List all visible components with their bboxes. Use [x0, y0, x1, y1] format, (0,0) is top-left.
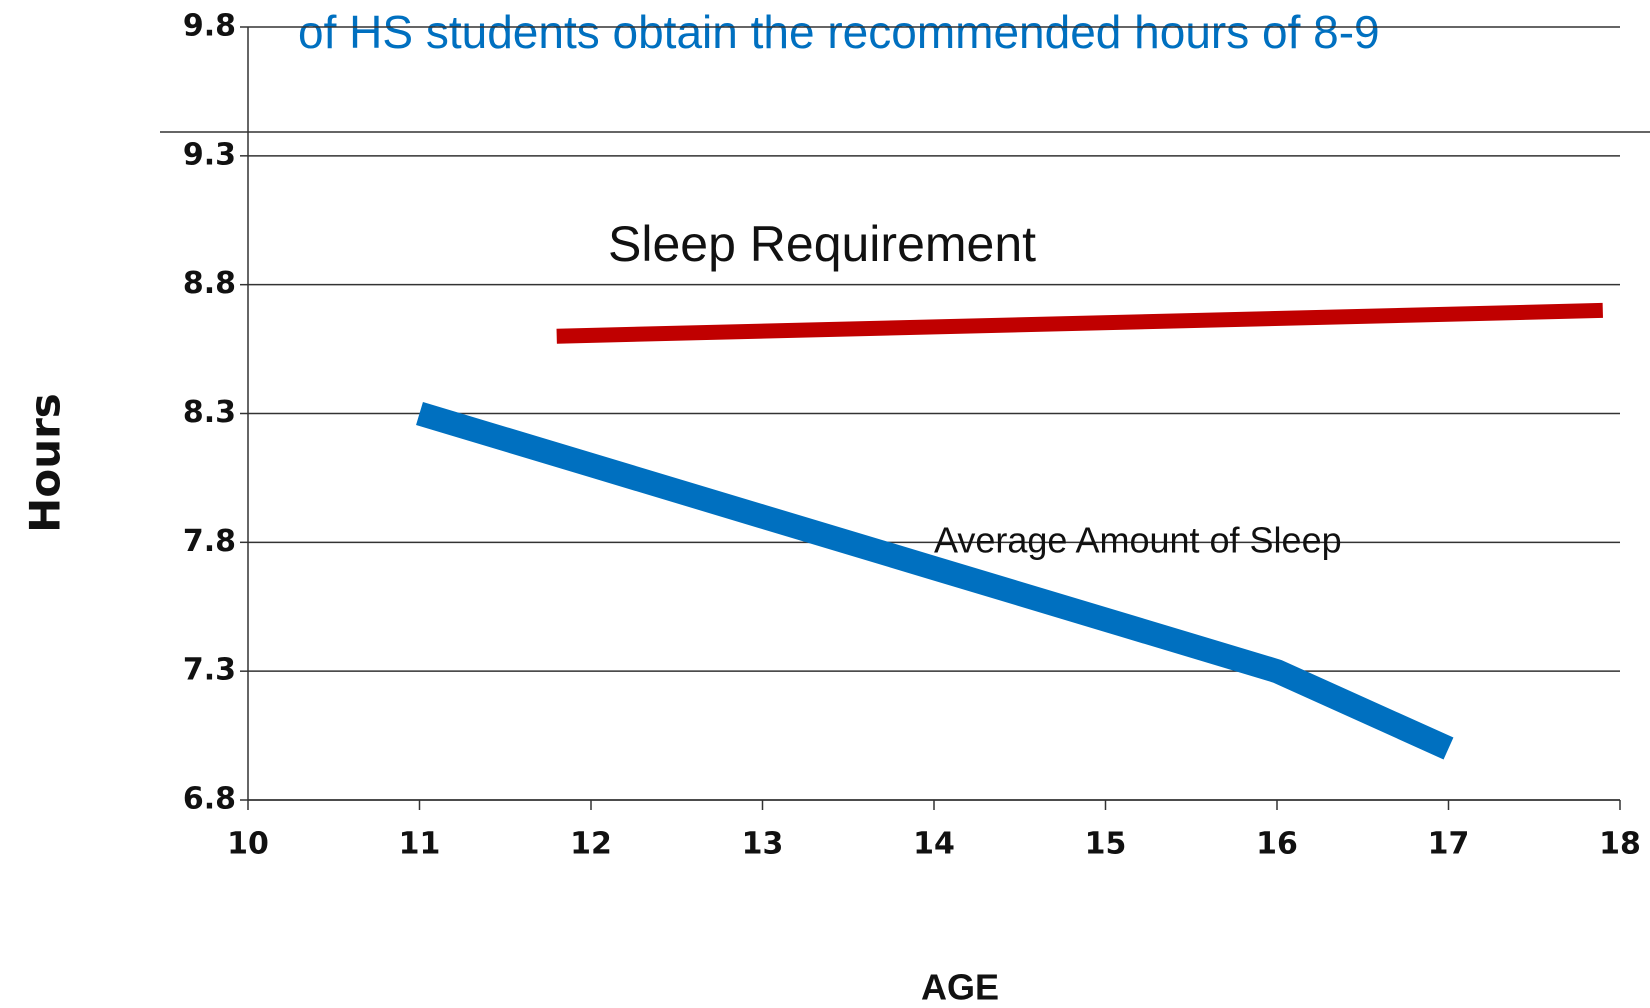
y-tick-label: 8.8	[183, 266, 236, 301]
y-tick-label: 9.3	[183, 137, 236, 172]
chart-title: of HS students obtain the recommended ho…	[298, 6, 1380, 58]
x-tick-label: 17	[1428, 827, 1470, 862]
y-tick-label: 7.8	[183, 524, 236, 559]
y-tick-label: 7.3	[183, 653, 236, 688]
x-tick-label: 12	[570, 827, 612, 862]
series-label: Average Amount of Sleep	[934, 520, 1342, 561]
series-line	[556, 302, 1603, 344]
x-axis-label: AGE	[921, 967, 999, 1008]
y-tick-label: 6.8	[183, 782, 236, 817]
series-label: Sleep Requirement	[608, 216, 1036, 272]
x-tick-label: 10	[227, 827, 269, 862]
x-tick-label: 14	[913, 827, 955, 862]
y-tick-label: 9.8	[183, 9, 236, 44]
x-tick-label: 16	[1256, 827, 1298, 862]
series-line	[416, 402, 1454, 760]
x-tick-label: 11	[399, 827, 441, 862]
x-tick-label: 18	[1599, 827, 1641, 862]
x-tick-label: 13	[742, 827, 784, 862]
y-tick-label: 8.3	[183, 395, 236, 430]
y-axis-label: Hours	[21, 393, 70, 533]
x-tick-label: 15	[1085, 827, 1127, 862]
